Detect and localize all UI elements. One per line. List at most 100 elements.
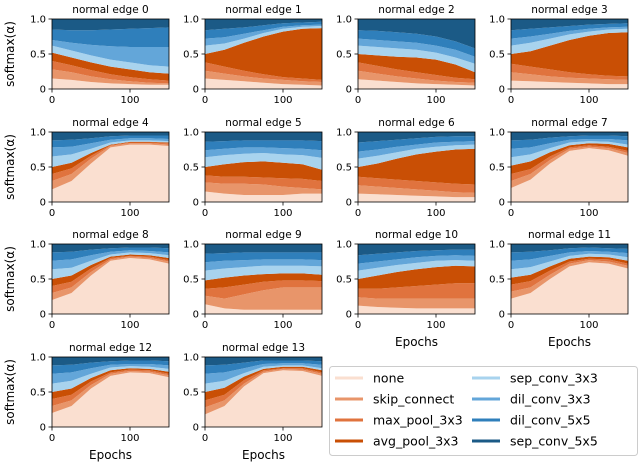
area-none [358,305,475,314]
area-skip_connect [205,182,322,195]
subplot-3: normal edge 3 0 100 0 0.5 1.0 [489,4,629,106]
area-sep_conv_5x5 [511,19,628,31]
area-none [205,370,322,427]
area-sep_conv_3x3 [358,45,475,73]
area-none [52,144,169,202]
x-tick-label: 100 [426,95,445,106]
y-tick-label: 0.5 [183,163,199,174]
area-sep_conv_3x3 [52,140,169,167]
area-sep_conv_5x5 [52,244,169,253]
area-max_pool_3x3 [511,258,628,292]
y-tick-label: 0 [346,310,352,321]
area-avg_pool_3x3 [511,256,628,285]
area-dil_conv_3x3 [205,363,322,384]
y-axis-label: softmax(α) [3,21,17,87]
x-tick-label: 100 [426,320,445,331]
area-sep_conv_5x5 [205,19,322,31]
area-max_pool_3x3 [205,62,322,82]
x-tick-label: 100 [579,95,598,106]
y-tick-label: 0 [499,310,505,321]
y-tick-label: 1.0 [183,15,199,26]
area-dil_conv_3x3 [52,40,169,67]
x-tick-label: 100 [120,95,139,106]
x-tick-label: 0 [202,433,208,444]
area-dil_conv_5x5 [205,252,322,263]
area-sep_conv_3x3 [358,144,475,167]
subplot-title: normal edge 3 [531,4,607,16]
area-dil_conv_5x5 [511,23,628,39]
area-sep_conv_5x5 [205,357,322,366]
x-tick-label: 0 [355,95,361,106]
y-axis-label: softmax(α) [3,359,17,425]
subplot-5: normal edge 5 0 100 0 0.5 1.0 [183,117,323,219]
y-axis-label: softmax(α) [3,246,17,312]
y-tick-label: 0 [40,85,46,96]
area-max_pool_3x3 [511,145,628,181]
area-sep_conv_3x3 [205,26,322,54]
x-tick-label: 100 [273,320,292,331]
legend-label-none: none [373,371,404,386]
area-sep_conv_5x5 [52,19,169,31]
subplot-12: normal edge 12 0 100 0 0.5 1.0 softmax(α) Epoch… [3,342,170,462]
area-none [52,258,169,314]
area-dil_conv_3x3 [358,38,475,64]
subplot-title: normal edge 1 [225,4,301,16]
y-axis-label: softmax(α) [3,134,17,200]
area-skip_connect [511,72,628,85]
area-none [358,79,475,89]
area-avg_pool_3x3 [205,28,322,80]
y-tick-label: 0.5 [30,163,46,174]
y-tick-label: 0.5 [489,275,505,286]
area-none [358,193,475,202]
area-sep_conv_5x5 [511,244,628,253]
area-sep_conv_5x5 [358,244,475,256]
subplot-13: normal edge 13 0 100 0 0.5 1.0 Epochs [183,342,323,462]
area-dil_conv_3x3 [52,138,169,157]
area-dil_conv_5x5 [52,360,169,374]
area-max_pool_3x3 [52,255,169,293]
area-sep_conv_3x3 [205,153,322,170]
x-tick-label: 100 [426,208,445,219]
area-none [511,148,628,202]
y-tick-label: 0.5 [183,275,199,286]
x-tick-label: 100 [120,208,139,219]
subplot-10: normal edge 10 0 100 0 0.5 1.0 Epochs [336,229,476,349]
area-sep_conv_3x3 [52,252,169,279]
y-tick-label: 0 [193,423,199,434]
area-dil_conv_5x5 [205,21,322,39]
x-tick-label: 0 [202,320,208,331]
area-dil_conv_3x3 [511,139,628,158]
x-tick-label: 0 [49,95,55,106]
y-tick-label: 0 [346,198,352,209]
y-tick-label: 0.5 [336,163,352,174]
area-dil_conv_5x5 [358,136,475,152]
area-sep_conv_5x5 [52,357,169,366]
x-tick-label: 0 [202,208,208,219]
area-skip_connect [52,256,169,300]
area-dil_conv_3x3 [205,24,322,46]
x-tick-label: 0 [508,95,514,106]
area-none [52,372,169,427]
area-sep_conv_5x5 [358,19,475,49]
subplot-1: normal edge 1 0 100 0 0.5 1.0 [183,4,323,106]
x-tick-label: 100 [579,320,598,331]
x-tick-label: 100 [579,208,598,219]
area-skip_connect [358,185,475,198]
y-tick-label: 0 [40,198,46,209]
y-tick-label: 1.0 [183,240,199,251]
area-avg_pool_3x3 [52,254,169,286]
y-tick-label: 0.5 [336,50,352,61]
area-sep_conv_5x5 [52,132,169,141]
y-tick-label: 0 [193,85,199,96]
area-sep_conv_3x3 [358,260,475,279]
area-dil_conv_3x3 [358,141,475,159]
subplot-8: normal edge 8 0 100 0 0.5 1.0 softmax(α) [3,229,170,331]
area-max_pool_3x3 [205,175,322,190]
y-tick-label: 0 [193,198,199,209]
subplot-title: normal edge 9 [225,229,301,241]
legend-label-max_pool_3x3: max_pool_3x3 [373,413,463,428]
legend-label-skip_connect: skip_connect [373,392,454,407]
y-tick-label: 0.5 [183,50,199,61]
area-skip_connect [511,260,628,299]
area-max_pool_3x3 [358,62,475,83]
